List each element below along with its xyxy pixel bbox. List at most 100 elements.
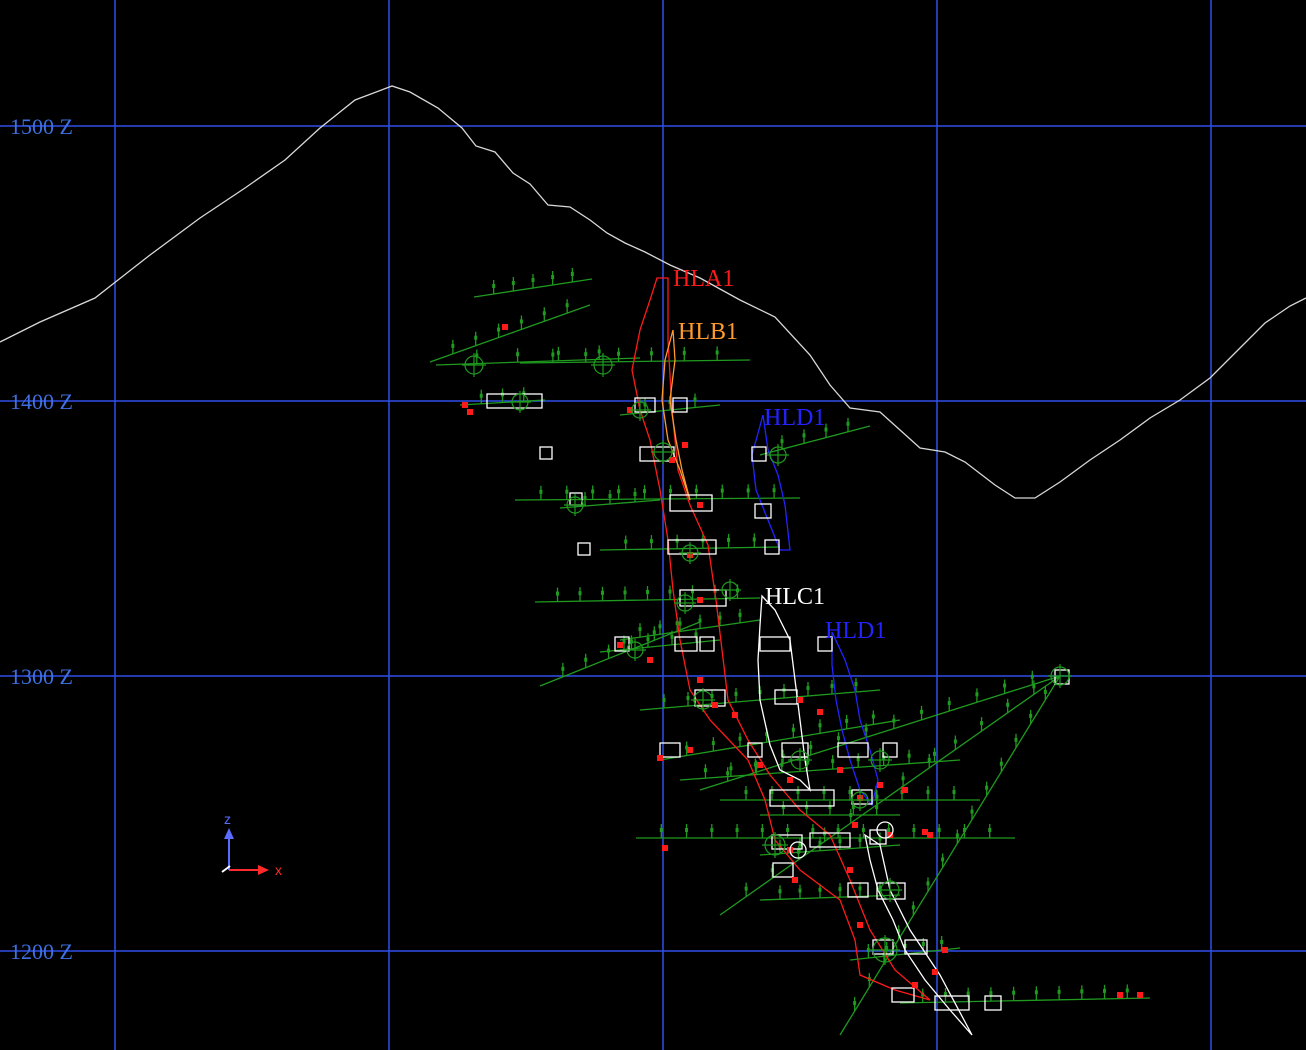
block-cell[interactable] (639, 446, 675, 462)
sample-interval-mark (875, 805, 879, 809)
block-cell[interactable] (984, 995, 1002, 1011)
sample-interval-mark (781, 805, 785, 809)
sample-interval-mark (940, 940, 944, 944)
block-cell[interactable] (891, 987, 915, 1003)
sample-interval-mark (710, 828, 714, 832)
block-cell[interactable] (679, 589, 727, 607)
block-cell[interactable] (764, 539, 780, 555)
drillhole-trace[interactable] (659, 719, 901, 761)
seam-outlines[interactable] (631, 277, 973, 1036)
block-cell[interactable] (817, 636, 833, 652)
sample-interval-mark (643, 489, 647, 494)
block-cell[interactable] (809, 832, 851, 848)
drillhole-trace[interactable] (719, 675, 1061, 916)
sample-interval-mark (629, 639, 633, 644)
seam-label-hld1: HLD1 (764, 405, 825, 431)
block-cell[interactable] (634, 397, 656, 413)
sample-interval-mark (734, 692, 738, 696)
drillhole-trace[interactable] (429, 304, 591, 363)
assay-sample-point (787, 777, 793, 783)
block-cell[interactable] (751, 446, 767, 462)
sample-interval-mark (818, 840, 822, 845)
sample-interval-mark (907, 753, 911, 758)
sample-interval-mark (1057, 989, 1061, 994)
assay-sample-point (797, 697, 803, 703)
block-cell[interactable] (847, 882, 869, 898)
sample-interval-mark (646, 590, 649, 594)
assay-sample-point (927, 832, 933, 838)
sample-interval-mark (608, 494, 612, 498)
seam-hlb1-outline[interactable] (661, 329, 691, 501)
block-cell[interactable] (539, 446, 553, 460)
assay-sample-point (697, 597, 703, 603)
sample-interval-mark (718, 615, 722, 620)
block-cell[interactable] (699, 636, 715, 652)
crosshair-target-icon (591, 353, 615, 377)
sample-interval-mark (633, 492, 637, 496)
sample-interval-mark (519, 319, 523, 324)
sample-interval-mark (887, 828, 891, 832)
block-cell[interactable] (769, 789, 835, 807)
assay-sample-point (662, 845, 668, 851)
assay-sample-point (887, 832, 893, 838)
assay-sample-point (932, 969, 938, 975)
drillhole-trace[interactable] (839, 675, 1061, 1036)
drillhole-trace[interactable] (899, 997, 1151, 1004)
sample-interval-mark (744, 790, 748, 794)
y-axis-stub (221, 865, 231, 873)
sample-interval-mark (729, 766, 733, 771)
sample-interval-mark (711, 741, 715, 746)
block-cell[interactable] (669, 494, 713, 512)
block-cell[interactable] (781, 742, 809, 758)
drillhole-trace[interactable] (699, 675, 1061, 791)
sample-interval-mark (662, 698, 666, 702)
sample-interval-mark (1012, 990, 1016, 995)
drillhole-trace[interactable] (679, 759, 961, 781)
crosshair-targets (462, 353, 1072, 965)
drillhole-trace[interactable] (435, 357, 641, 366)
block-cell[interactable] (659, 742, 681, 758)
sample-interval-mark (802, 433, 806, 438)
sample-interval-mark (727, 537, 731, 542)
sample-interval-mark (694, 632, 698, 637)
block-cell[interactable] (934, 995, 970, 1011)
block-cell[interactable] (882, 742, 898, 758)
sample-interval-mark (828, 805, 832, 809)
drillhole-trace[interactable] (514, 497, 801, 501)
sample-interval-mark (691, 589, 694, 594)
sample-interval-mark (710, 694, 714, 698)
drillhole-trace[interactable] (619, 619, 761, 641)
sample-interval-mark (556, 350, 560, 355)
block-cell[interactable] (772, 862, 794, 878)
sample-interval-mark (1125, 988, 1129, 993)
z-axis-arrowhead (224, 828, 234, 839)
sample-interval-mark (805, 805, 809, 809)
sample-interval-mark (668, 488, 672, 493)
block-cell[interactable] (672, 397, 688, 413)
sample-interval-mark (772, 488, 776, 493)
sample-interval-mark (854, 682, 858, 686)
block-cell[interactable] (869, 829, 887, 845)
drillhole-trace[interactable] (519, 359, 751, 364)
block-cell[interactable] (837, 742, 869, 758)
block-cell[interactable] (759, 636, 791, 652)
sample-interval-mark (824, 427, 828, 432)
sample-interval-mark (975, 692, 979, 697)
block-cell[interactable] (754, 503, 772, 519)
seam-label-hlc1: HLC1 (765, 584, 825, 610)
block-cell[interactable] (674, 636, 698, 652)
block-cell[interactable] (577, 542, 591, 556)
block-model-cells[interactable] (486, 393, 1070, 1011)
drillhole-trace[interactable] (759, 844, 901, 856)
sample-interval-mark (497, 327, 501, 332)
seam-hld1-lower-outline[interactable] (831, 631, 879, 807)
seam-hld1-upper-outline[interactable] (751, 414, 791, 551)
block-cell[interactable] (747, 742, 763, 758)
block-cell[interactable] (904, 939, 928, 955)
sample-interval-mark (941, 857, 945, 862)
sample-interval-mark (565, 489, 569, 494)
sample-interval-mark (1103, 988, 1107, 993)
